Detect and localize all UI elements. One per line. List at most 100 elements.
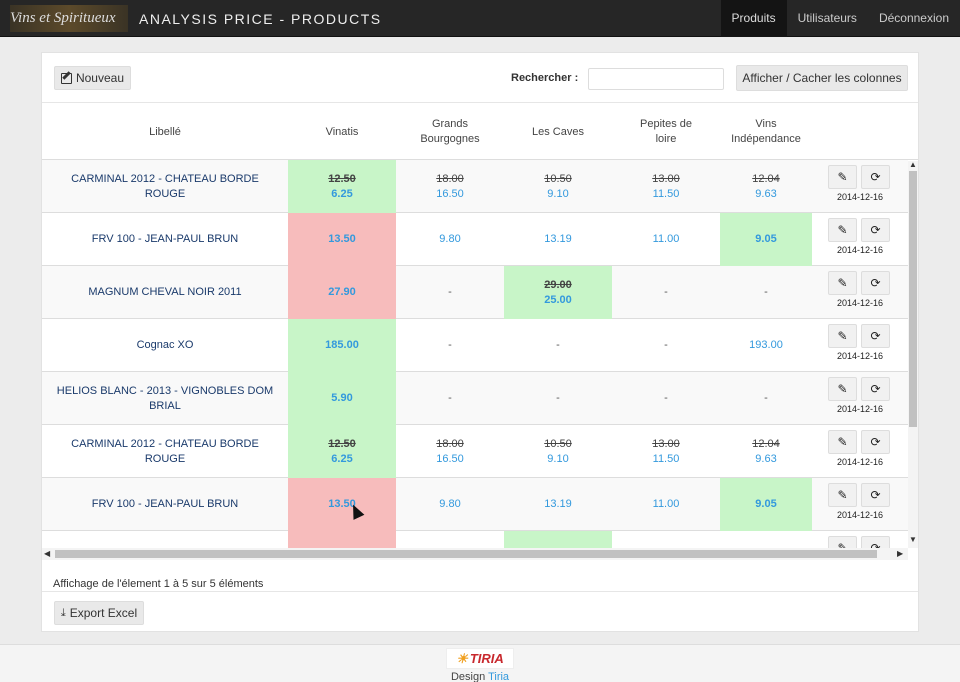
refresh-button[interactable]: ⟳	[861, 324, 890, 348]
table-row: ✎ ⟳	[42, 531, 908, 548]
nav-item-utilisateurs[interactable]: Utilisateurs	[797, 11, 857, 25]
current-price: -	[664, 392, 668, 404]
current-price: -	[556, 339, 560, 351]
scroll-right-icon[interactable]: ▶	[897, 549, 904, 558]
current-price: -	[664, 339, 668, 351]
refresh-button[interactable]: ⟳	[861, 483, 890, 507]
price-cell-pepites-de-loire: 11.00	[612, 213, 720, 266]
edit-button[interactable]: ✎	[828, 536, 857, 548]
old-price: 18.00	[436, 172, 464, 185]
old-price: 18.00	[436, 437, 464, 450]
pencil-icon: ✎	[837, 541, 848, 548]
refresh-button[interactable]: ⟳	[861, 218, 890, 242]
price-cell-vinatis: 13.50	[288, 478, 396, 531]
vertical-scroll-thumb[interactable]	[909, 171, 917, 427]
page-title: ANALYSIS PRICE - PRODUCTS	[139, 11, 382, 27]
new-button[interactable]: Nouveau	[54, 66, 131, 90]
refresh-button[interactable]: ⟳	[861, 271, 890, 295]
table-row: HELIOS BLANC - 2013 - VIGNOBLES DOM BRIA…	[42, 372, 908, 425]
refresh-button[interactable]: ⟳	[861, 430, 890, 454]
price-cell-vins-independance: 12.04 9.63	[720, 425, 812, 478]
toggle-columns-button[interactable]: Afficher / Cacher les colonnes	[736, 65, 908, 91]
current-price: 27.90	[328, 286, 356, 298]
nav-item-deconnexion[interactable]: Déconnexion	[878, 11, 949, 25]
edit-button[interactable]: ✎	[828, 430, 857, 454]
product-label: CARMINAL 2012 - CHATEAU BORDE ROUGE	[71, 172, 259, 200]
scroll-left-icon[interactable]: ◀	[44, 549, 51, 558]
edit-button[interactable]: ✎	[828, 377, 857, 401]
nav-menu: Produits Utilisateurs Déconnexion	[720, 0, 960, 37]
horizontal-scrollbar[interactable]: ◀ ▶	[42, 548, 908, 560]
current-price: 11.00	[652, 233, 680, 245]
update-date: 2014-12-16	[836, 510, 884, 520]
vertical-scrollbar[interactable]: ▲ ▼	[908, 160, 918, 548]
nav-item-produits[interactable]: Produits	[720, 0, 787, 37]
refresh-icon: ⟳	[870, 276, 881, 290]
header-les-caves[interactable]: Les Caves	[532, 125, 584, 138]
pencil-icon: ✎	[837, 329, 848, 343]
current-price: -	[764, 286, 768, 298]
price-cell-grands-bourgognes: 9.80	[396, 213, 504, 266]
current-price: 9.10	[547, 452, 569, 465]
header-pepites-de-loire[interactable]: Pepites de loire	[640, 118, 692, 145]
header-grands-bourgognes[interactable]: Grands Bourgognes	[420, 118, 480, 145]
current-price: 16.50	[436, 187, 464, 200]
table-row: MAGNUM CHEVAL NOIR 2011 27.90 - 29.00 25.00 -…	[42, 266, 908, 319]
refresh-button[interactable]: ⟳	[861, 536, 890, 548]
update-date: 2014-12-16	[836, 351, 884, 361]
price-cell-grands-bourgognes: -	[396, 372, 504, 425]
refresh-button[interactable]: ⟳	[861, 377, 890, 401]
price-cell-vins-independance	[720, 531, 812, 548]
current-price: 11.50	[652, 187, 680, 200]
pencil-icon: ✎	[837, 435, 848, 449]
scroll-down-icon[interactable]: ▼	[909, 535, 917, 544]
header-vins-independance[interactable]: Vins Indépendance	[731, 118, 801, 145]
horizontal-scroll-thumb[interactable]	[55, 550, 877, 558]
price-cell-vinatis	[288, 531, 396, 548]
price-cell-pepites-de-loire: -	[612, 266, 720, 319]
price-cell-vinatis: 185.00	[288, 319, 396, 372]
header-vinatis[interactable]: Vinatis	[325, 125, 359, 138]
current-price: 25.00	[544, 293, 572, 306]
price-cell-pepites-de-loire: 13.00 11.50	[612, 160, 720, 213]
table-row: FRV 100 - JEAN-PAUL BRUN 13.50 9.80 13.19 11…	[42, 478, 908, 531]
product-label: HELIOS BLANC - 2013 - VIGNOBLES DOM BRIA…	[56, 384, 274, 412]
edit-button[interactable]: ✎	[828, 271, 857, 295]
current-price: 11.00	[652, 498, 680, 510]
refresh-icon: ⟳	[870, 435, 881, 449]
edit-square-icon	[60, 72, 72, 84]
export-excel-button[interactable]: ⤓ Export Excel	[54, 601, 144, 625]
refresh-button[interactable]: ⟳	[861, 165, 890, 189]
current-price: 9.05	[755, 233, 777, 245]
search-label: Rechercher :	[511, 72, 579, 84]
edit-button[interactable]: ✎	[828, 483, 857, 507]
search-input[interactable]	[588, 68, 724, 90]
current-price: 13.50	[328, 498, 356, 510]
current-price: 13.19	[544, 498, 572, 510]
price-cell-vins-independance: 193.00	[720, 319, 812, 372]
update-date: 2014-12-16	[836, 192, 884, 202]
current-price: 13.50	[328, 233, 356, 245]
tiria-link[interactable]: Tiria	[488, 671, 510, 682]
design-credit: Design Tiria	[0, 671, 960, 682]
edit-button[interactable]: ✎	[828, 165, 857, 189]
product-label: CARMINAL 2012 - CHATEAU BORDE ROUGE	[71, 437, 259, 465]
pencil-icon: ✎	[837, 382, 848, 396]
price-cell-vinatis: 12.50 6.25	[288, 160, 396, 213]
logo[interactable]: Vins et Spiritueux	[10, 5, 128, 32]
current-price: -	[448, 392, 452, 404]
price-cell-les-caves: 13.19	[504, 213, 612, 266]
old-price: 10.50	[544, 437, 572, 450]
price-cell-les-caves: -	[504, 319, 612, 372]
current-price: 6.25	[331, 452, 353, 465]
update-date: 2014-12-16	[836, 298, 884, 308]
price-cell-pepites-de-loire: 13.00 11.50	[612, 425, 720, 478]
edit-button[interactable]: ✎	[828, 324, 857, 348]
refresh-icon: ⟳	[870, 223, 881, 237]
divider	[42, 591, 918, 592]
header-libelle[interactable]: Libellé	[149, 125, 181, 138]
price-cell-grands-bourgognes: 18.00 16.50	[396, 160, 504, 213]
scroll-up-icon[interactable]: ▲	[909, 160, 917, 169]
edit-button[interactable]: ✎	[828, 218, 857, 242]
table-info: Affichage de l'élement 1 à 5 sur 5 éléme…	[53, 578, 264, 590]
